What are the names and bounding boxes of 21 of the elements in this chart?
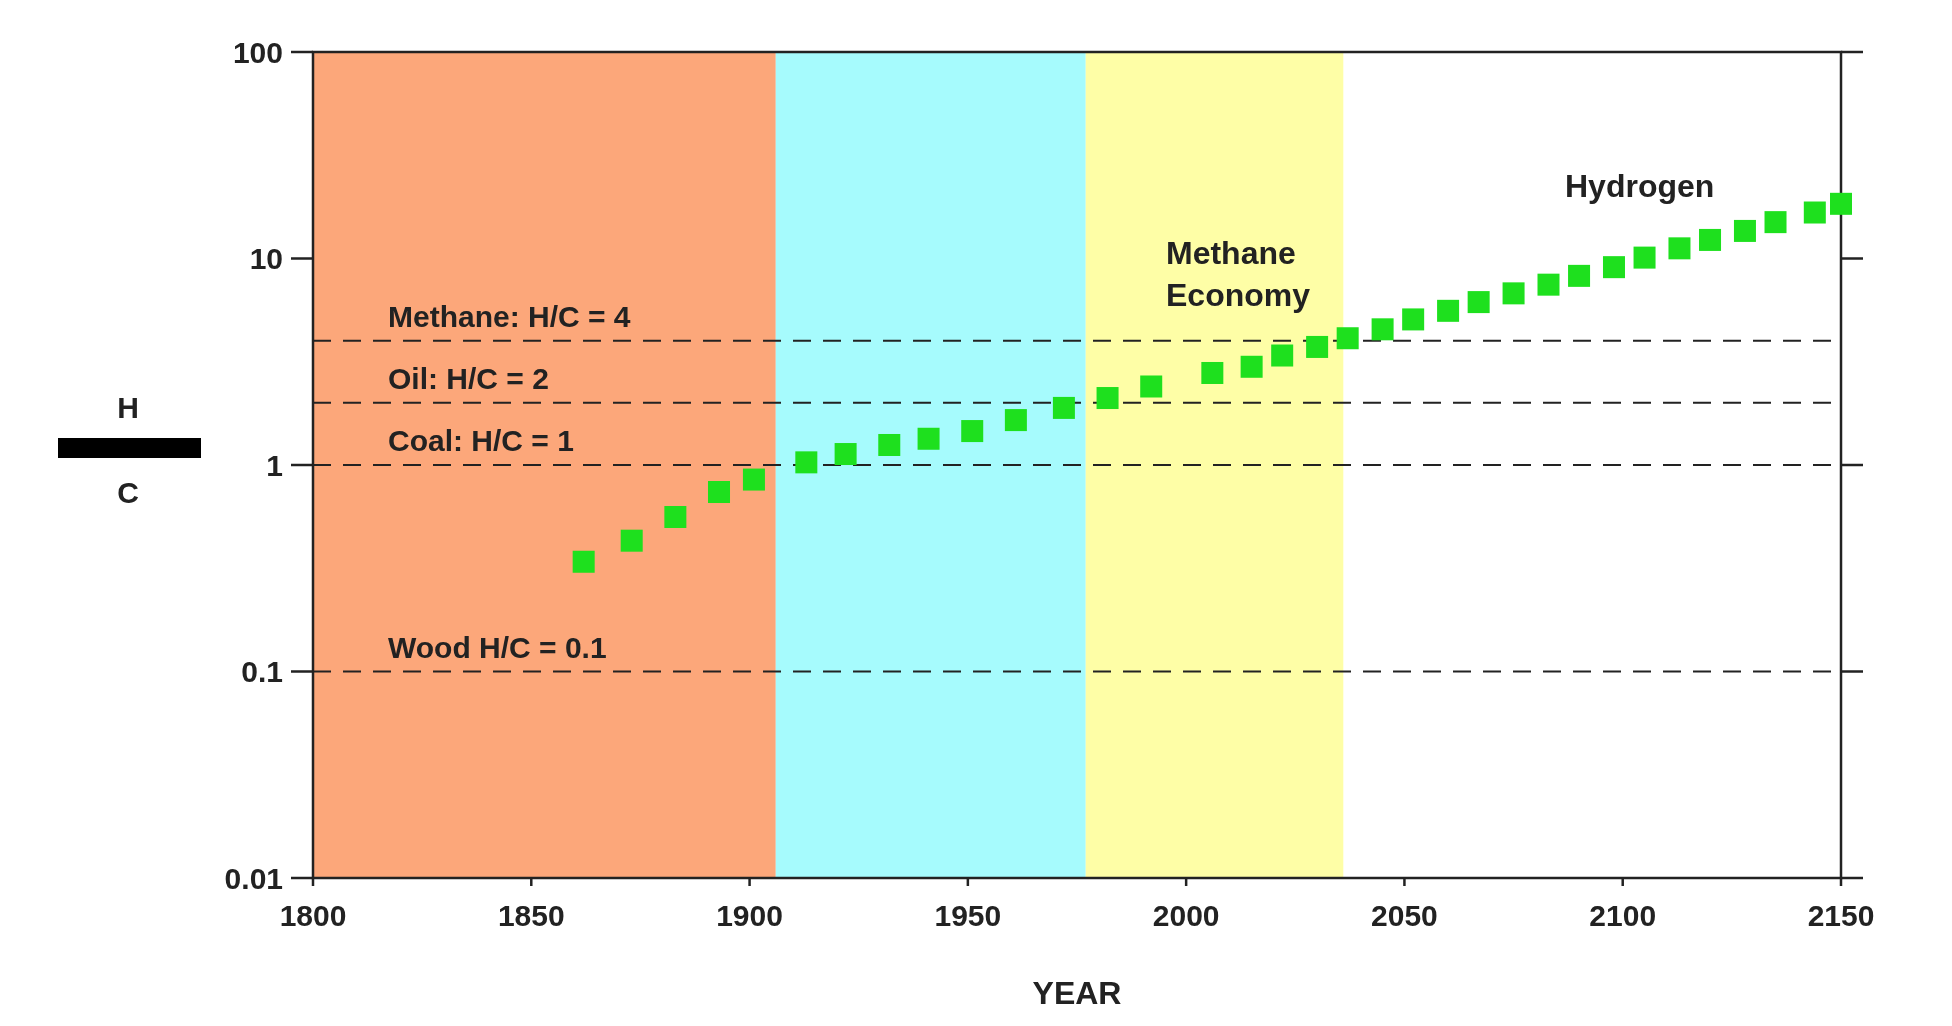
- x-tick-label: 1800: [279, 899, 347, 932]
- ref-line-label: Wood H/C = 0.1: [388, 630, 607, 664]
- ref-line-label: Methane: H/C = 4: [388, 299, 631, 333]
- x-axis-title: YEAR: [1032, 975, 1122, 1011]
- x-tick-label: 1950: [934, 899, 1002, 932]
- ref-line-label: Coal: H/C = 1: [388, 424, 574, 457]
- y-tick-label: 0.1: [241, 655, 283, 688]
- annotation: Methane Economy: [1166, 235, 1311, 313]
- text: H C: [117, 391, 139, 509]
- y-tick-label: 10: [249, 242, 283, 275]
- x-tick-label: 2000: [1152, 899, 1220, 932]
- y-tick-label: 100: [232, 35, 283, 69]
- ref-line-label: Oil: H/C = 2: [388, 361, 549, 395]
- x-tick-label: 1850: [497, 899, 565, 932]
- x-tick-label: 1900: [716, 899, 783, 932]
- x-tick-label: 2100: [1589, 899, 1657, 932]
- x-tick-label: 2050: [1371, 899, 1438, 932]
- x-tick-label: 2150: [1807, 899, 1875, 932]
- y-tick-label: 1: [266, 448, 283, 482]
- y-tick-label: 0.01: [224, 861, 283, 895]
- annotation: Hydrogen: [1565, 168, 1715, 205]
